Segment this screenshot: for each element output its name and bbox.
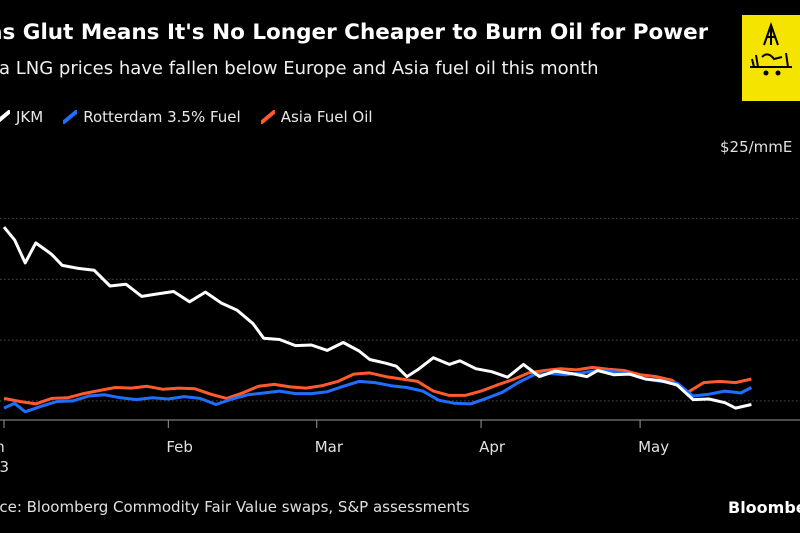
chart-legend: JKM Rotterdam 3.5% Fuel Asia Fuel Oil (0, 106, 393, 128)
x-tick-label-3: Apr (479, 438, 506, 456)
legend-item-2: Asia Fuel Oil (259, 108, 373, 126)
legend-label: JKM (16, 108, 44, 126)
legend-label: Asia Fuel Oil (280, 108, 373, 126)
x-tick-label-1: Feb (166, 438, 193, 456)
brand-mark: Bloomberg (728, 498, 800, 517)
legend-swatch-icon (259, 110, 276, 124)
chart-title: as Glut Means It's No Longer Cheaper to … (0, 20, 708, 45)
legend-swatch-icon (0, 110, 11, 124)
series-line-asia-fuel-oil (3, 365, 752, 406)
legend-item-0: JKM (0, 108, 43, 126)
source-note: urce: Bloomberg Commodity Fair Value swa… (0, 498, 470, 516)
x-tick-label-2: Mar (314, 438, 344, 456)
legend-label: Rotterdam 3.5% Fuel (83, 108, 241, 126)
publisher-logo (742, 15, 800, 101)
chart-subtitle: ia LNG prices have fallen below Europe a… (0, 58, 599, 79)
series-line-jkm (2, 226, 752, 410)
y-axis-unit-label: $25/mmE (720, 138, 793, 156)
legend-swatch-icon (62, 110, 79, 124)
x-tick-label-4: May (638, 438, 670, 456)
x-axis-year-label: 23 (0, 458, 10, 476)
legend-item-1: Rotterdam 3.5% Fuel (62, 108, 241, 126)
oil-derrick-logo-icon (750, 21, 792, 76)
x-tick-label-0: an (0, 438, 5, 456)
